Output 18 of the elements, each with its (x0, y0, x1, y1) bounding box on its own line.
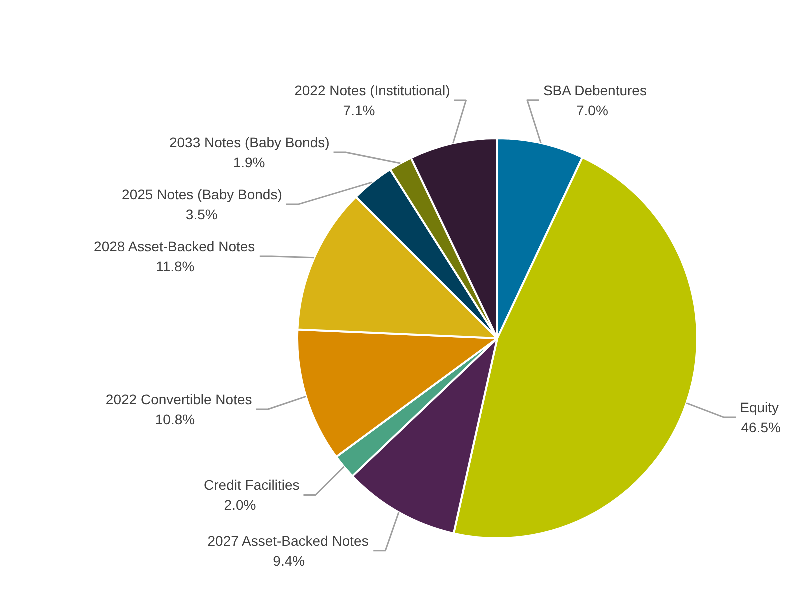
slice-label: 2022 Notes (Institutional) (294, 82, 450, 99)
data-label: 7.0% (576, 102, 608, 118)
slice-label: SBA Debentures (543, 82, 647, 98)
data-label: 11.8% (156, 258, 195, 275)
data-label: 7.1% (343, 102, 376, 119)
data-label: 1.9% (233, 154, 266, 171)
slice-label: 2027 Asset-Backed Notes (208, 532, 369, 549)
data-label: 2.0% (224, 497, 256, 514)
data-label: 9.4% (273, 552, 306, 569)
slice-label: Credit Facilities (204, 477, 300, 494)
slice-label: 2022 Convertible Notes (106, 392, 252, 408)
slice-label: 2033 Notes (Baby Bonds) (169, 134, 330, 151)
data-label: 10.8% (155, 412, 196, 428)
data-label: 46.5% (741, 420, 781, 436)
data-label: 3.5% (186, 206, 218, 223)
slice-label: Equity (740, 400, 780, 416)
slice-label: 2025 Notes (Baby Bonds) (122, 186, 282, 203)
slice-label: 2028 Asset-Backed Notes (94, 238, 256, 255)
